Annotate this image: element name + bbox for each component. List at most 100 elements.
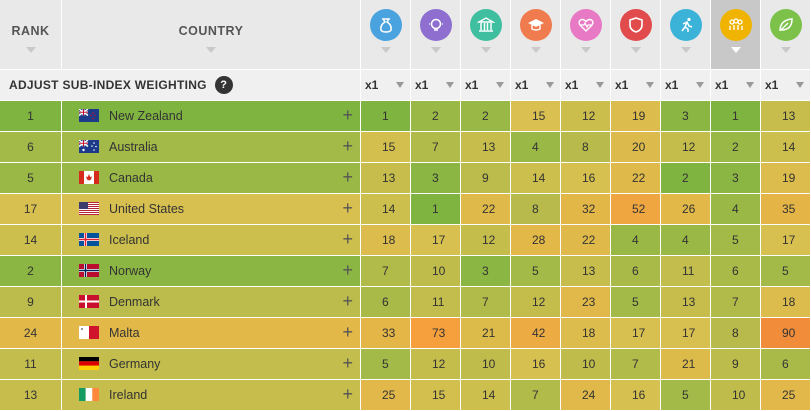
expand-plus-icon[interactable]: + bbox=[342, 198, 353, 218]
dropdown-arrow-icon[interactable] bbox=[496, 82, 504, 88]
rank-value: 2 bbox=[27, 264, 34, 278]
country-cell[interactable]: Iceland + bbox=[62, 225, 361, 255]
sort-arrow-icon[interactable] bbox=[730, 47, 741, 53]
weighting-dropdown-1[interactable]: x1 bbox=[361, 70, 411, 100]
sort-arrow-icon[interactable] bbox=[630, 47, 641, 53]
subindex-header-5[interactable] bbox=[561, 0, 611, 69]
country-cell[interactable]: Norway + bbox=[62, 256, 361, 286]
table-row[interactable]: 6 Australia +15 7 13 4 8 20 12 2 14 bbox=[0, 132, 811, 163]
dropdown-arrow-icon[interactable] bbox=[746, 82, 754, 88]
weighting-dropdown-9[interactable]: x1 bbox=[761, 70, 811, 100]
leaf-icon[interactable] bbox=[769, 9, 802, 41]
expand-plus-icon[interactable]: + bbox=[342, 136, 353, 156]
dropdown-arrow-icon[interactable] bbox=[446, 82, 454, 88]
sort-arrow-icon[interactable] bbox=[380, 47, 391, 53]
sort-arrow-icon[interactable] bbox=[430, 47, 441, 53]
expand-plus-icon[interactable]: + bbox=[342, 322, 353, 342]
dropdown-arrow-icon[interactable] bbox=[696, 82, 704, 88]
weighting-dropdown-7[interactable]: x1 bbox=[661, 70, 711, 100]
weighting-dropdown-2[interactable]: x1 bbox=[411, 70, 461, 100]
subindex-score-cell: 8 bbox=[711, 318, 761, 348]
expand-plus-icon[interactable]: + bbox=[342, 291, 353, 311]
lightbulb-icon[interactable] bbox=[419, 9, 452, 41]
expand-plus-icon[interactable]: + bbox=[342, 229, 353, 249]
expand-plus-icon[interactable]: + bbox=[342, 105, 353, 125]
sort-arrow-icon[interactable] bbox=[25, 47, 36, 53]
table-row[interactable]: 2 Norway +7 10 3 5 13 6 11 6 5 bbox=[0, 256, 811, 287]
table-row[interactable]: 13 Ireland +25 15 14 7 24 16 5 10 25 bbox=[0, 380, 811, 411]
rank-column-header[interactable]: RANK bbox=[0, 0, 62, 69]
government-building-icon[interactable] bbox=[469, 9, 502, 41]
heart-pulse-icon[interactable] bbox=[569, 9, 602, 41]
country-cell[interactable]: Denmark + bbox=[62, 287, 361, 317]
subindex-header-4[interactable] bbox=[511, 0, 561, 69]
people-group-icon[interactable] bbox=[719, 9, 752, 41]
money-bag-icon[interactable] bbox=[369, 9, 402, 41]
country-name: United States bbox=[109, 202, 185, 216]
subindex-score-cell: 4 bbox=[711, 194, 761, 224]
subindex-score-cell: 26 bbox=[661, 194, 711, 224]
subindex-score: 15 bbox=[532, 109, 546, 123]
expand-plus-icon[interactable]: + bbox=[342, 384, 353, 404]
subindex-score-cell: 5 bbox=[661, 380, 711, 410]
subindex-header-7[interactable] bbox=[661, 0, 711, 69]
dropdown-arrow-icon[interactable] bbox=[646, 82, 654, 88]
sort-arrow-icon[interactable] bbox=[530, 47, 541, 53]
expand-plus-icon[interactable]: + bbox=[342, 167, 353, 187]
country-cell[interactable]: Malta + bbox=[62, 318, 361, 348]
subindex-score-cell: 8 bbox=[561, 132, 611, 162]
help-icon[interactable]: ? bbox=[214, 76, 233, 94]
expand-plus-icon[interactable]: + bbox=[342, 353, 353, 373]
subindex-score: 14 bbox=[532, 171, 546, 185]
weighting-dropdown-3[interactable]: x1 bbox=[461, 70, 511, 100]
table-row[interactable]: 9 Denmark +6 11 7 12 23 5 13 7 18 bbox=[0, 287, 811, 318]
country-cell[interactable]: Germany + bbox=[62, 349, 361, 379]
expand-plus-icon[interactable]: + bbox=[342, 260, 353, 280]
table-row[interactable]: 17 United States +14 1 22 8 32 52 26 4 35 bbox=[0, 194, 811, 225]
subindex-score-cell: 3 bbox=[461, 256, 511, 286]
weighting-dropdown-4[interactable]: x1 bbox=[511, 70, 561, 100]
dropdown-arrow-icon[interactable] bbox=[596, 82, 604, 88]
country-cell[interactable]: New Zealand + bbox=[62, 101, 361, 131]
table-header: RANK COUNTRY bbox=[0, 0, 811, 70]
subindex-header-9[interactable] bbox=[761, 0, 811, 69]
sort-arrow-icon[interactable] bbox=[206, 47, 216, 53]
subindex-header-1[interactable] bbox=[361, 0, 411, 69]
subindex-score-cell: 1 bbox=[711, 101, 761, 131]
subindex-score: 33 bbox=[382, 326, 396, 340]
subindex-score: 17 bbox=[782, 233, 796, 247]
sort-arrow-icon[interactable] bbox=[680, 47, 691, 53]
subindex-score-cell: 17 bbox=[761, 225, 811, 255]
subindex-score: 6 bbox=[732, 264, 739, 278]
graduation-cap-icon[interactable] bbox=[519, 9, 552, 41]
dropdown-arrow-icon[interactable] bbox=[796, 82, 804, 88]
table-row[interactable]: 14 Iceland +18 17 12 28 22 4 4 5 17 bbox=[0, 225, 811, 256]
subindex-header-8[interactable] bbox=[711, 0, 761, 69]
subindex-score-cell: 5 bbox=[511, 256, 561, 286]
sort-arrow-icon[interactable] bbox=[780, 47, 791, 53]
country-cell[interactable]: United States + bbox=[62, 194, 361, 224]
subindex-score-cell: 10 bbox=[411, 256, 461, 286]
dropdown-arrow-icon[interactable] bbox=[546, 82, 554, 88]
running-person-icon[interactable] bbox=[669, 9, 702, 41]
weighting-dropdown-8[interactable]: x1 bbox=[711, 70, 761, 100]
subindex-header-6[interactable] bbox=[611, 0, 661, 69]
subindex-score: 3 bbox=[682, 109, 689, 123]
table-row[interactable]: 5 Canada +13 3 9 14 16 22 2 3 19 bbox=[0, 163, 811, 194]
country-cell[interactable]: Ireland + bbox=[62, 380, 361, 410]
shield-icon[interactable] bbox=[619, 9, 652, 41]
country-cell[interactable]: Canada + bbox=[62, 163, 361, 193]
table-row[interactable]: 1 New Zealand +1 2 2 15 12 19 3 1 13 bbox=[0, 101, 811, 132]
weighting-dropdown-5[interactable]: x1 bbox=[561, 70, 611, 100]
sort-arrow-icon[interactable] bbox=[480, 47, 491, 53]
subindex-score-cell: 25 bbox=[361, 380, 411, 410]
country-column-header[interactable]: COUNTRY bbox=[62, 0, 361, 69]
country-cell[interactable]: Australia + bbox=[62, 132, 361, 162]
weighting-dropdown-6[interactable]: x1 bbox=[611, 70, 661, 100]
table-row[interactable]: 11 Germany +5 12 10 16 10 7 21 9 6 bbox=[0, 349, 811, 380]
table-row[interactable]: 24 Malta +33 73 21 42 18 17 17 8 90 bbox=[0, 318, 811, 349]
sort-arrow-icon[interactable] bbox=[580, 47, 591, 53]
subindex-header-3[interactable] bbox=[461, 0, 511, 69]
dropdown-arrow-icon[interactable] bbox=[396, 82, 404, 88]
subindex-header-2[interactable] bbox=[411, 0, 461, 69]
